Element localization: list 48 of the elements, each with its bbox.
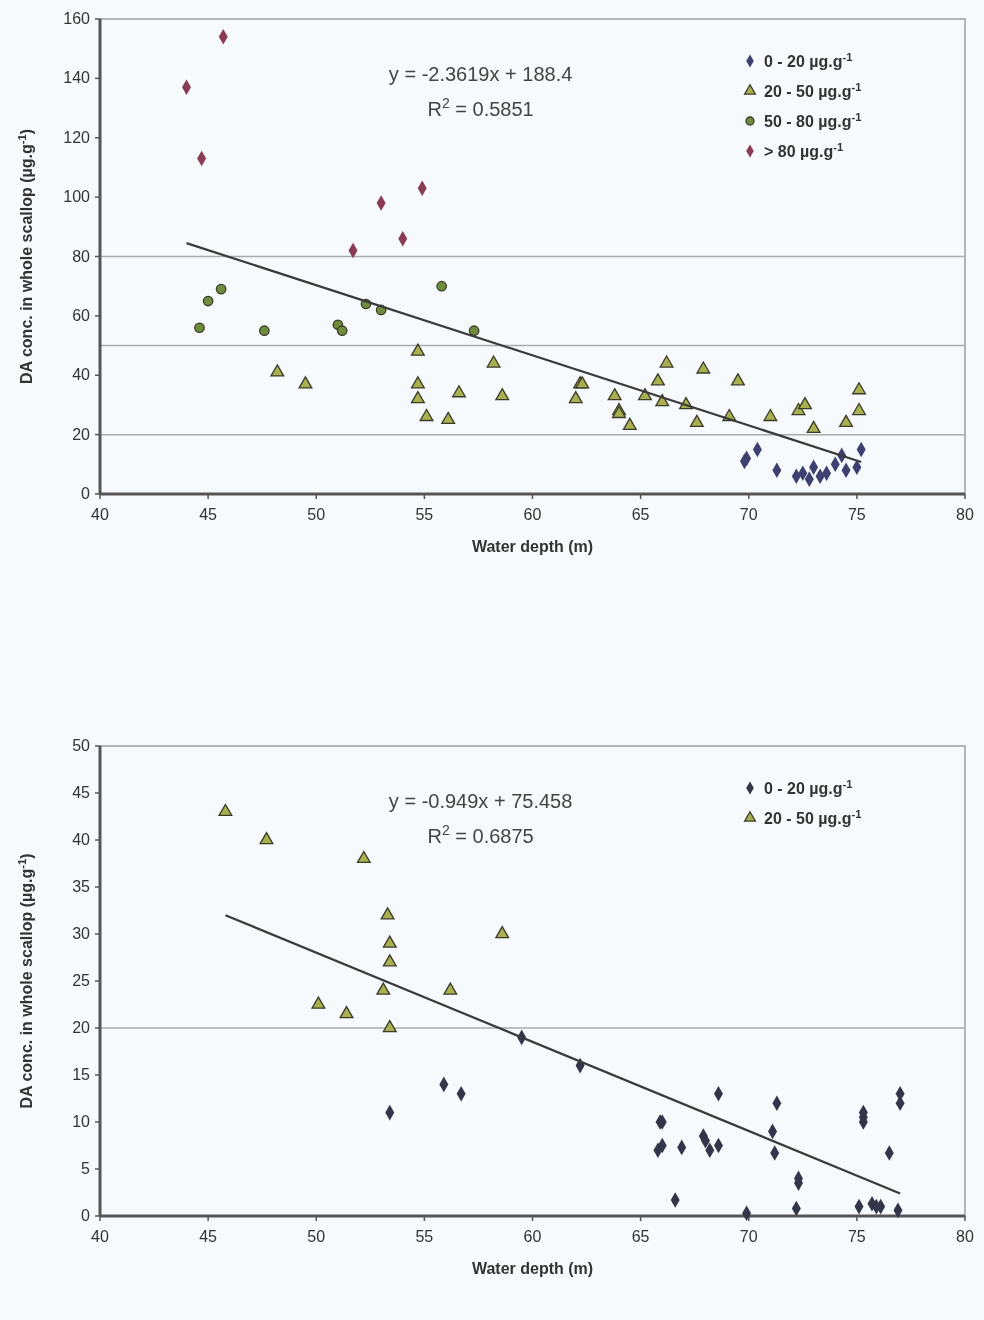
x-tick-label: 65: [631, 506, 650, 523]
y-tick-label: 20: [72, 425, 91, 443]
x-axis-title: Water depth (m): [471, 538, 594, 555]
legend-label: 0 - 20 µg.g$^{-1}$: [764, 51, 853, 70]
annotation: y = -0.949x + 75.458: [388, 790, 573, 812]
y-tick-label: 20: [72, 1019, 91, 1036]
legend-label: 20 - 50 µg.g$^{-1}$: [764, 81, 862, 100]
x-tick-label: 50: [307, 1228, 326, 1245]
y-tick-label: 140: [63, 69, 91, 87]
y-tick-label: 40: [72, 831, 91, 848]
legend-label: 50 - 80 µg.g$^{-1}$: [764, 111, 862, 130]
x-tick-label: 55: [415, 506, 434, 523]
annotation: R$^{2}$ = 0.5851: [427, 95, 534, 120]
x-axis-title: Water depth (m): [471, 1260, 594, 1277]
y-tick-label: 25: [72, 972, 91, 989]
y-tick-label: 45: [72, 784, 91, 801]
y-tick-label: 120: [63, 128, 91, 146]
x-tick-label: 75: [847, 506, 866, 523]
annotation: y = -2.3619x + 188.4: [388, 63, 573, 85]
y-tick-label: 160: [63, 10, 91, 27]
x-tick-label: 50: [307, 506, 326, 523]
x-tick-label: 60: [523, 506, 542, 523]
x-tick-label: 45: [199, 1228, 218, 1245]
y-tick-label: 80: [72, 247, 91, 265]
legend-label: 20 - 50 µg.g$^{-1}$: [764, 808, 862, 827]
y-tick-label: 100: [63, 188, 91, 206]
y-tick-label: 0: [81, 485, 91, 502]
x-tick-label: 80: [956, 506, 974, 523]
x-tick-label: 60: [523, 1228, 542, 1245]
y-tick-label: 50: [72, 737, 91, 754]
y-tick-label: 35: [72, 878, 91, 895]
y-tick-label: 60: [72, 306, 91, 324]
x-tick-label: 70: [739, 506, 758, 523]
x-tick-label: 70: [739, 1228, 758, 1245]
x-tick-label: 45: [199, 506, 218, 523]
x-tick-label: 55: [415, 1228, 434, 1245]
y-tick-label: 5: [81, 1160, 91, 1177]
y-tick-label: 30: [72, 925, 91, 942]
x-tick-label: 65: [631, 1228, 650, 1245]
y-tick-label: 10: [72, 1113, 91, 1130]
legend-label: > 80 µg.g$^{-1}$: [764, 141, 844, 160]
x-tick-label: 75: [847, 1228, 866, 1245]
legend-label: 0 - 20 µg.g$^{-1}$: [764, 778, 853, 797]
y-tick-label: 15: [72, 1066, 91, 1083]
x-tick-label: 80: [956, 1228, 974, 1245]
y-tick-label: 40: [72, 366, 91, 384]
annotation: R$^{2}$ = 0.6875: [427, 822, 534, 847]
y-tick-label: 0: [81, 1207, 91, 1224]
